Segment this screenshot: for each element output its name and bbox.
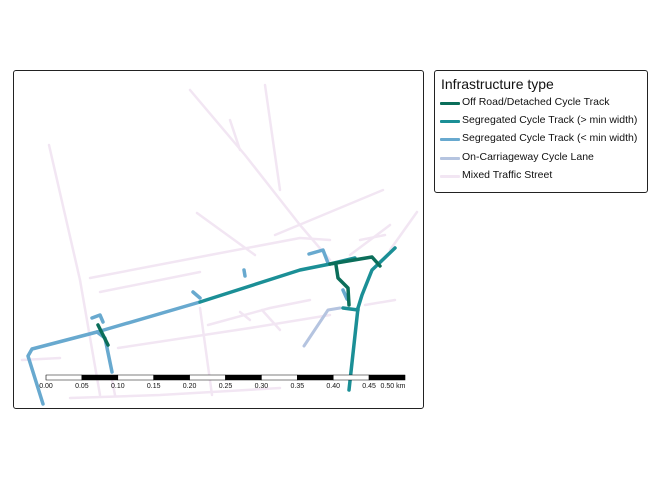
off-road-tracks (96, 255, 382, 347)
street (388, 210, 419, 252)
legend-swatch (440, 138, 460, 141)
track (356, 246, 397, 310)
scale-bar-label: 0.40 (326, 383, 340, 390)
street (206, 298, 312, 327)
street (47, 143, 102, 397)
scale-bar-segment (261, 374, 298, 381)
track (334, 263, 351, 307)
segregated-narrow-tracks (26, 248, 349, 406)
street (238, 310, 252, 322)
legend-item-mixed-traffic: Mixed Traffic Street (440, 168, 645, 184)
street (198, 306, 214, 397)
scale-bar-label: 0.15 (147, 383, 161, 390)
legend-label: Segregated Cycle Track (< min width) (462, 132, 638, 144)
scale-bar-segment (296, 374, 334, 381)
scale-bar-label: 0.35 (290, 383, 304, 390)
legend-label: Mixed Traffic Street (462, 169, 553, 181)
scale-bar-label: 0.10 (111, 383, 125, 390)
legend-title: Infrastructure type (441, 76, 554, 92)
legend-swatch (440, 120, 460, 123)
scale-bar-label: 0.20 (183, 383, 197, 390)
street (273, 188, 385, 237)
track (242, 268, 247, 278)
street (116, 313, 332, 350)
scale-bar-segment (45, 374, 83, 381)
street (260, 308, 282, 332)
scale-bar: 0.00 0.05 0.10 0.15 0.20 0.25 0.30 0.35 0.40 0.45… (39, 374, 406, 390)
track (96, 323, 110, 347)
track (26, 300, 202, 406)
scale-bar-label: 0.45 (362, 383, 376, 390)
street (228, 118, 242, 152)
legend: Infrastructure type Mixed Traffic Street… (434, 70, 648, 193)
track (307, 248, 330, 265)
street (363, 298, 397, 307)
scale-bar-segment (81, 374, 119, 381)
scale-bar-segment (189, 374, 226, 381)
legend-item-off-road: Off Road/Detached Cycle Track (440, 95, 645, 111)
scale-bar-label: 0.50 km (381, 383, 406, 390)
street (188, 88, 332, 262)
on-carriageway-lanes (302, 306, 342, 348)
scale-bar-label: 0.00 (39, 383, 53, 390)
mixed-traffic-streets (20, 83, 419, 400)
street (263, 83, 282, 192)
track (90, 313, 105, 324)
scale-bar-segment (368, 374, 406, 381)
street (88, 236, 332, 280)
track (328, 255, 382, 268)
legend-item-on-carriageway: On-Carriageway Cycle Lane (440, 150, 645, 166)
legend-swatch (440, 175, 460, 178)
street (195, 211, 257, 257)
legend-item-segregated-wide: Segregated Cycle Track (> min width) (440, 113, 645, 129)
scale-bar-segment (225, 374, 262, 381)
legend-swatch (440, 102, 460, 105)
street (348, 223, 392, 257)
street (68, 386, 282, 400)
scale-bar-label: 0.05 (75, 383, 89, 390)
track (341, 306, 360, 312)
track (341, 288, 349, 301)
legend-item-segregated-narrow: Segregated Cycle Track (< min width) (440, 131, 645, 147)
street (110, 378, 117, 397)
legend-label: On-Carriageway Cycle Lane (462, 151, 594, 163)
legend-label: Segregated Cycle Track (> min width) (462, 114, 638, 126)
scale-bar-label: 0.30 (255, 383, 269, 390)
street (98, 270, 202, 294)
scale-bar-segment (332, 374, 370, 381)
legend-label: Off Road/Detached Cycle Track (462, 96, 610, 108)
scale-bar-segment (117, 374, 155, 381)
scale-bar-label: 0.25 (219, 383, 233, 390)
track (191, 290, 202, 300)
map-panel[interactable] (13, 70, 424, 409)
scale-bar-segment (153, 374, 190, 381)
lane (302, 306, 342, 348)
legend-swatch (440, 157, 460, 160)
